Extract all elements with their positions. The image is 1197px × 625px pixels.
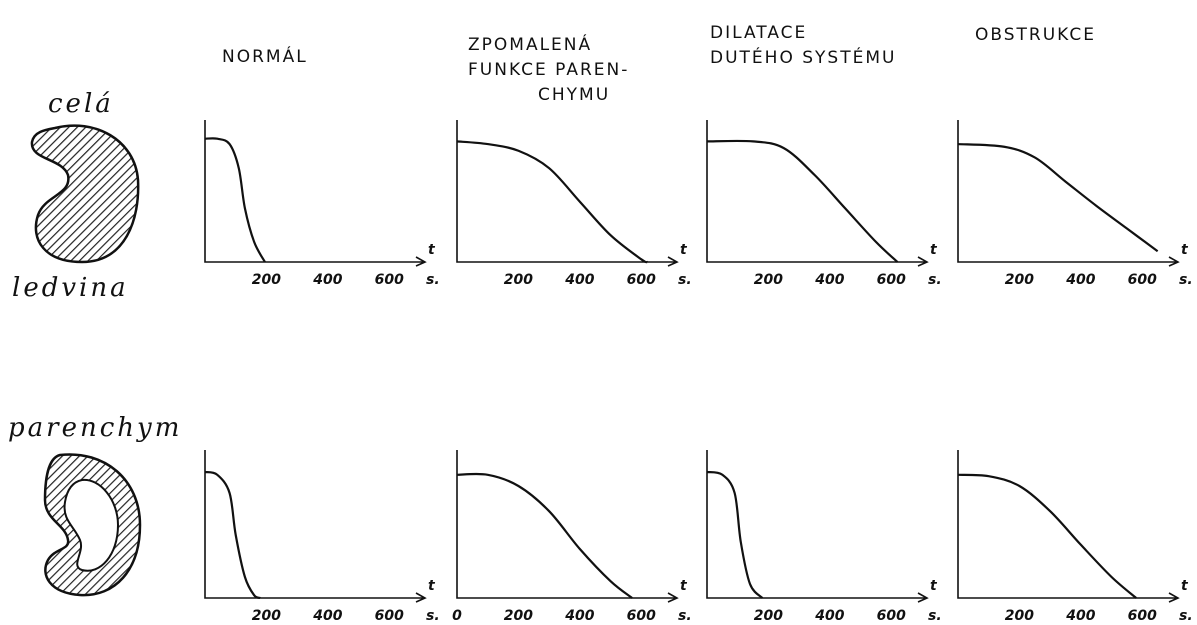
axis-unit: s. <box>426 272 440 288</box>
axis-label: t <box>930 242 938 258</box>
axis-label: t <box>930 578 938 594</box>
row-label: parenchym <box>8 413 182 443</box>
x-tick-label: 600 <box>627 272 656 288</box>
x-tick-label: 600 <box>1128 272 1157 288</box>
x-tick-label: 600 <box>627 608 656 624</box>
x-tick-label: 400 <box>564 608 594 624</box>
axis-label: t <box>1181 242 1189 258</box>
axis-unit: s. <box>928 272 942 288</box>
x-tick-label: 200 <box>1005 272 1034 288</box>
axis-label: t <box>428 578 436 594</box>
kidney-whole <box>30 124 140 264</box>
x-tick-label: 600 <box>877 608 906 624</box>
curve <box>204 137 266 263</box>
x-tick-label: 200 <box>504 272 533 288</box>
axis-label: t <box>1181 578 1189 594</box>
axes <box>204 450 427 603</box>
x-tick-label: 400 <box>814 272 844 288</box>
column-header: NORMÁL <box>222 45 308 67</box>
x-tick-label: 200 <box>754 608 783 624</box>
curve <box>957 142 1159 253</box>
column-header: DUTÉHO SYSTÉMU <box>710 46 896 68</box>
axis-unit: s. <box>426 608 440 624</box>
x-tick-label: 600 <box>375 608 404 624</box>
column-header: DILATACE <box>710 23 807 43</box>
column-header: CHYMU <box>538 85 610 105</box>
x-tick-label: 200 <box>252 272 281 288</box>
x-tick-label: 600 <box>1128 608 1157 624</box>
axes <box>706 450 929 603</box>
curve <box>706 139 899 263</box>
x-tick-label: 400 <box>1065 608 1095 624</box>
axes <box>204 120 427 267</box>
x-tick-label: 200 <box>504 608 533 624</box>
x-tick-label: 600 <box>375 272 404 288</box>
axis-unit: s. <box>1179 272 1193 288</box>
axis-label: t <box>428 242 436 258</box>
x-tick-label: 200 <box>754 272 783 288</box>
curve <box>957 473 1137 599</box>
x-tick-label: 400 <box>1065 272 1095 288</box>
column-header: ZPOMALENÁ <box>468 33 592 55</box>
x-tick-label: 200 <box>1005 608 1034 624</box>
axes <box>456 120 679 267</box>
axis-unit: s. <box>1179 608 1193 624</box>
curve <box>456 140 648 264</box>
axis-unit: s. <box>678 608 692 624</box>
x-tick-label: 400 <box>312 608 342 624</box>
x-tick-label: 0 <box>452 608 462 624</box>
curve <box>204 470 261 600</box>
axis-label: t <box>680 242 688 258</box>
x-tick-label: 400 <box>312 272 342 288</box>
axes <box>706 120 929 267</box>
kidney-pelvis <box>63 478 120 572</box>
row-label: celá <box>48 89 114 119</box>
column-header: FUNKCE PAREN- <box>468 60 629 80</box>
curve <box>456 472 633 599</box>
axis-unit: s. <box>678 272 692 288</box>
x-tick-label: 400 <box>564 272 594 288</box>
curve <box>706 470 764 599</box>
x-tick-label: 200 <box>252 608 281 624</box>
x-tick-label: 400 <box>814 608 844 624</box>
axes <box>957 120 1180 267</box>
x-tick-label: 600 <box>877 272 906 288</box>
axes <box>456 450 679 603</box>
row-label: ledvina <box>12 273 129 303</box>
column-header: OBSTRUKCE <box>975 25 1096 45</box>
axis-unit: s. <box>928 608 942 624</box>
axes <box>957 450 1180 603</box>
axis-label: t <box>680 578 688 594</box>
